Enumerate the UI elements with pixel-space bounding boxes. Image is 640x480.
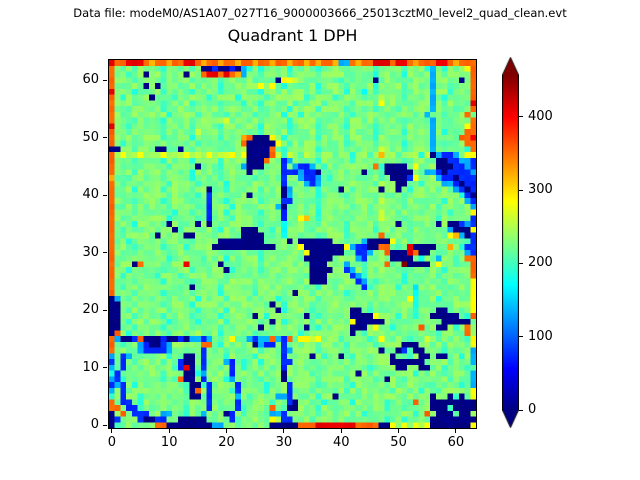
x-tick-mark	[340, 429, 342, 433]
y-tick-mark	[103, 252, 107, 254]
colorbar-tick-label: 100	[528, 328, 553, 344]
data-file-label: Data file: modeM0/AS1A07_027T16_90000036…	[73, 6, 567, 20]
y-tick-mark	[103, 194, 107, 196]
x-tick-label: 30	[275, 435, 293, 450]
y-tick-label: 60	[82, 72, 99, 88]
y-tick-label: 20	[82, 302, 99, 318]
colorbar-tick-label: 400	[528, 108, 553, 124]
x-tick-mark	[226, 429, 228, 433]
x-tick-label: 50	[390, 435, 407, 450]
x-tick-mark	[111, 429, 113, 433]
x-tick-label: 10	[160, 435, 178, 450]
y-tick-mark	[103, 309, 107, 311]
y-tick-label: 40	[82, 187, 99, 203]
plot-title: Quadrant 1 DPH	[227, 26, 358, 45]
y-tick-mark	[103, 137, 107, 139]
x-tick-mark	[455, 429, 457, 433]
heatmap-plot-area	[108, 59, 477, 429]
y-tick-mark	[103, 79, 107, 81]
colorbar-tick-label: 300	[528, 182, 553, 198]
x-tick-label: 60	[447, 435, 465, 450]
colorbar-tick-label: 200	[528, 255, 553, 271]
x-tick-label: 40	[332, 435, 350, 450]
colorbar-tick-label: 0	[528, 402, 537, 417]
x-tick-label: 20	[218, 435, 235, 450]
y-tick-mark	[103, 367, 107, 369]
colorbar-tick-mark	[519, 409, 523, 411]
y-tick-mark	[103, 424, 107, 426]
y-tick-label: 0	[90, 417, 99, 433]
x-tick-label: 0	[107, 435, 116, 450]
y-tick-label: 50	[82, 129, 99, 145]
x-tick-mark	[398, 429, 400, 433]
colorbar-tick-mark	[519, 262, 523, 264]
dph-heatmap-image	[109, 60, 476, 428]
y-tick-label: 10	[82, 359, 99, 375]
colorbar	[502, 57, 519, 428]
x-tick-mark	[283, 429, 285, 433]
y-tick-label: 30	[82, 244, 99, 260]
colorbar-tick-mark	[519, 189, 523, 191]
colorbar-tick-mark	[519, 116, 523, 118]
x-tick-mark	[168, 429, 170, 433]
colorbar-tick-mark	[519, 336, 523, 338]
